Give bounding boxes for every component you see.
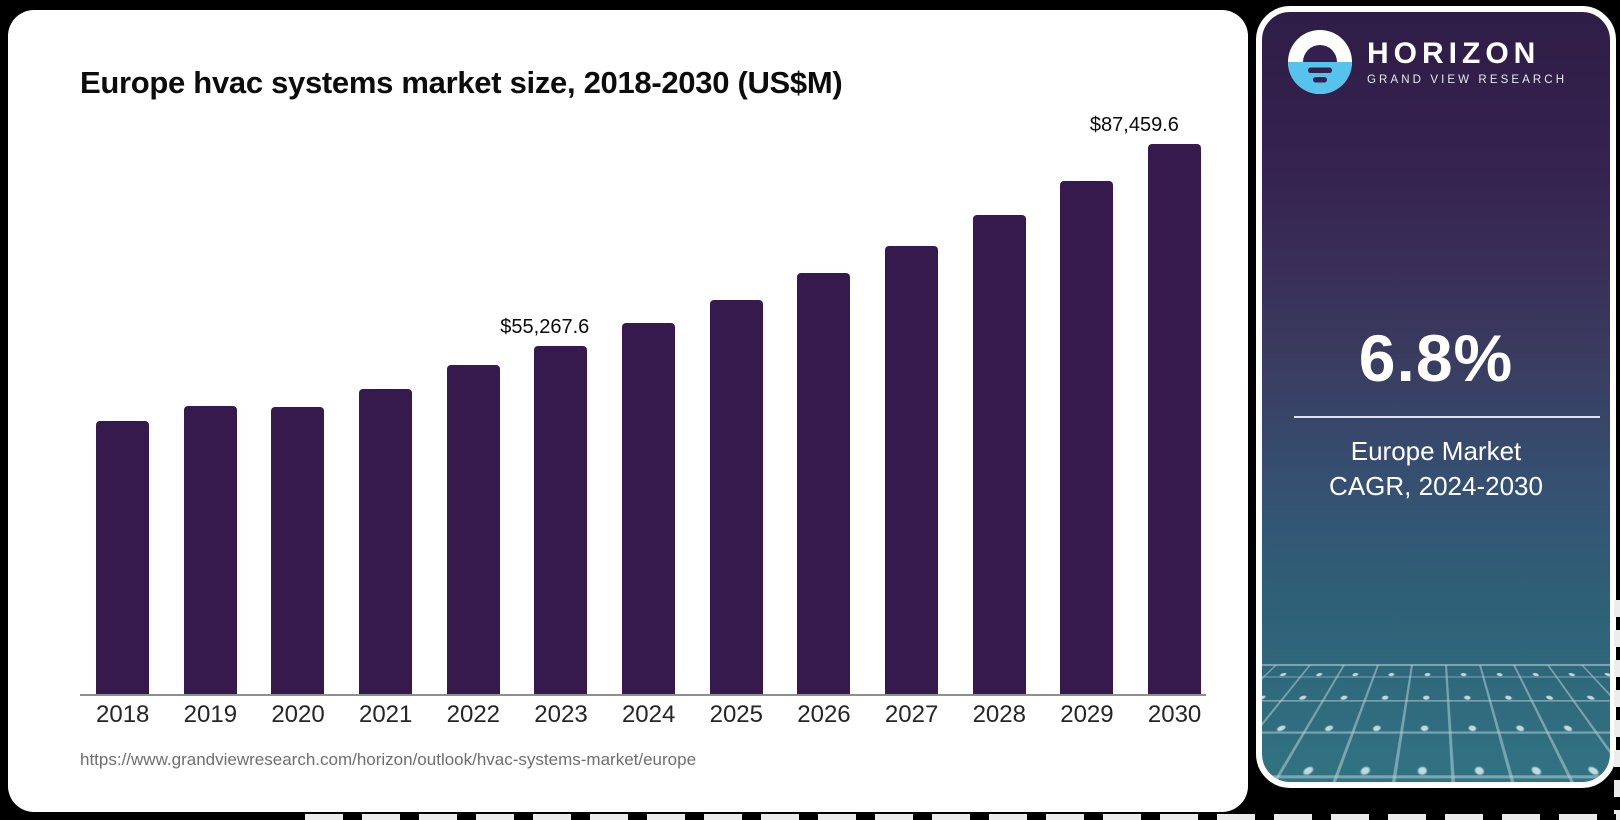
- cagr-value: 6.8%: [1358, 321, 1514, 395]
- x-tick-label-2022: 2022: [446, 701, 501, 728]
- sun-over-horizon-icon: [1288, 30, 1352, 94]
- bar-column-2029: [1060, 181, 1114, 694]
- bar-value-label-2030: $87,459.6: [1089, 114, 1179, 136]
- stat-divider: [1294, 416, 1600, 418]
- bar-column-2023: $55,267.6: [500, 316, 589, 694]
- bar-2027: [884, 246, 938, 694]
- brand-text: HORIZON GRAND VIEW RESEARCH: [1367, 38, 1567, 86]
- cagr-stat: 6.8% Europe Market CAGR, 2024-2030: [1262, 320, 1610, 504]
- x-tick-label-2024: 2024: [621, 701, 676, 728]
- bar-column-2020: [271, 407, 325, 694]
- sidebar-card: HORIZON GRAND VIEW RESEARCH 6.8% Europe …: [1256, 6, 1616, 788]
- x-tick-label-2026: 2026: [797, 701, 851, 728]
- horizon-logo: HORIZON GRAND VIEW RESEARCH: [1288, 30, 1567, 94]
- bar-column-2026: [797, 273, 851, 694]
- x-tick-label-2025: 2025: [709, 701, 763, 728]
- x-tick-label-2027: 2027: [884, 701, 939, 728]
- brand-name: HORIZON: [1367, 37, 1541, 71]
- x-tick-label-2028: 2028: [972, 701, 1026, 728]
- right-edge-dashes: [1614, 600, 1620, 814]
- bar-column-2018: [96, 421, 149, 694]
- bar-2022: [446, 365, 500, 694]
- bar-2025: [709, 300, 763, 694]
- bar-chart: $55,267.6 $87,459.6: [96, 114, 1201, 694]
- x-axis-labels: 2018 2019 2020 2021 2022 2023 2024 2025 2026 2027…: [96, 701, 1201, 729]
- bar-column-2025: [709, 300, 763, 694]
- bar-2020: [271, 407, 325, 694]
- bar-2024: [621, 323, 675, 694]
- brand-tagline: GRAND VIEW RESEARCH: [1367, 73, 1568, 86]
- x-tick-label-2029: 2029: [1060, 701, 1114, 728]
- bar-value-label-2023: $55,267.6: [500, 316, 590, 338]
- bar-column-2024: [621, 323, 675, 694]
- x-tick-label-2019: 2019: [183, 701, 238, 728]
- bar-2021: [358, 389, 412, 694]
- x-tick-label-2023: 2023: [534, 701, 588, 728]
- bar-2029: [1060, 181, 1114, 694]
- bar-column-2027: [884, 246, 938, 694]
- bar-2018: [96, 421, 149, 694]
- bar-2028: [972, 215, 1026, 694]
- bar-column-2022: [446, 365, 500, 694]
- chart-card: Europe hvac systems market size, 2018-20…: [8, 10, 1248, 812]
- bar-2023: [534, 346, 588, 694]
- stat-caption-line2: CAGR, 2024-2030: [1329, 471, 1543, 502]
- x-tick-label-2030: 2030: [1147, 701, 1202, 728]
- bar-column-2028: [972, 215, 1026, 694]
- x-tick-label-2020: 2020: [271, 701, 325, 728]
- bar-2019: [183, 406, 237, 694]
- bottom-edge-dashes: [305, 814, 1620, 820]
- bar-column-2030: $87,459.6: [1090, 114, 1201, 694]
- source-url[interactable]: https://www.grandviewresearch.com/horizo…: [80, 750, 697, 769]
- x-tick-label-2018: 2018: [96, 701, 150, 728]
- stat-caption-line1: Europe Market: [1350, 436, 1522, 466]
- x-axis-line: [80, 694, 1206, 696]
- bar-2026: [797, 273, 851, 694]
- chart-title: Europe hvac systems market size, 2018-20…: [80, 64, 843, 100]
- bar-column-2021: [358, 389, 412, 694]
- bar-2030: [1147, 144, 1201, 694]
- x-tick-label-2021: 2021: [358, 701, 413, 728]
- wireframe-mesh-graphic: [1262, 664, 1610, 782]
- bar-column-2019: [183, 406, 237, 694]
- mesh-horizon-line: [1262, 664, 1610, 666]
